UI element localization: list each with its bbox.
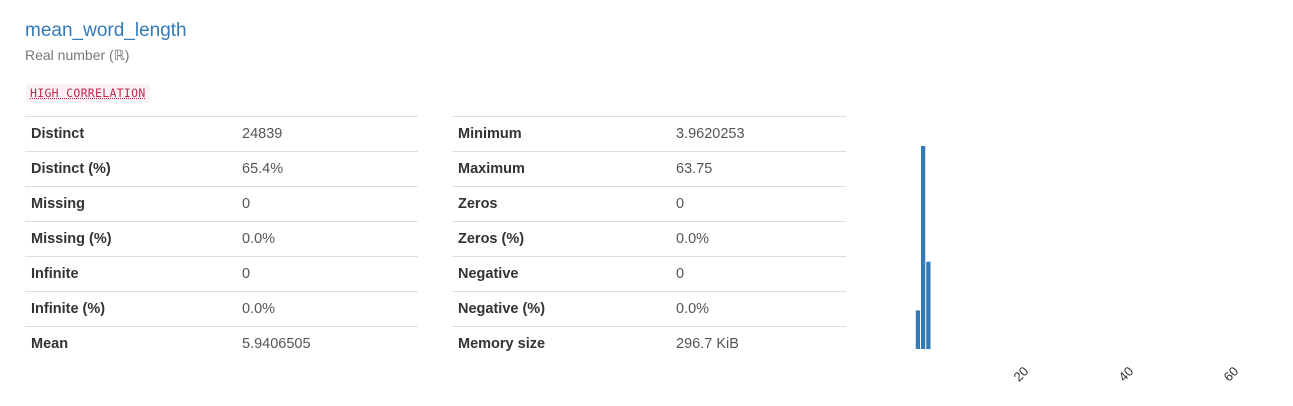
- table-row: Memory size 296.7 KiB: [452, 326, 846, 361]
- stat-value: 0: [236, 256, 418, 292]
- stat-value: 24839: [236, 116, 418, 152]
- stat-label: Missing (%): [25, 221, 236, 257]
- table-row: Zeros 0: [452, 186, 846, 222]
- table-row: Minimum 3.9620253: [452, 116, 846, 152]
- histogram-chart: 20 40 60: [880, 110, 1280, 406]
- stat-label: Zeros (%): [452, 221, 670, 257]
- stat-label: Negative: [452, 256, 670, 292]
- stat-label: Missing: [25, 186, 236, 222]
- stat-label: Negative (%): [452, 291, 670, 327]
- stat-label: Infinite (%): [25, 291, 236, 327]
- table-row: Infinite (%) 0.0%: [25, 291, 418, 327]
- stat-label: Memory size: [452, 326, 670, 361]
- stats-table-left: Distinct 24839 Distinct (%) 65.4% Missin…: [25, 116, 418, 361]
- stat-value: 0: [236, 186, 418, 222]
- table-row: Distinct (%) 65.4%: [25, 151, 418, 187]
- histogram-bar: [921, 146, 926, 349]
- stat-value: 296.7 KiB: [670, 326, 846, 361]
- stat-label: Infinite: [25, 256, 236, 292]
- stat-value: 0: [670, 256, 846, 292]
- histogram-bar: [915, 310, 920, 349]
- stat-value: 63.75: [670, 151, 846, 187]
- x-tick-label: 40: [1116, 364, 1137, 385]
- stat-value: 0.0%: [670, 291, 846, 327]
- stat-value: 3.9620253: [670, 116, 846, 152]
- table-row: Infinite 0: [25, 256, 418, 292]
- stat-label: Maximum: [452, 151, 670, 187]
- stat-value: 0.0%: [236, 291, 418, 327]
- stat-value: 0.0%: [670, 221, 846, 257]
- stat-value: 0: [670, 186, 846, 222]
- histogram-bar: [926, 261, 931, 349]
- table-row: Zeros (%) 0.0%: [452, 221, 846, 257]
- stat-value: 0.0%: [236, 221, 418, 257]
- table-row: Missing (%) 0.0%: [25, 221, 418, 257]
- high-correlation-badge[interactable]: HIGH CORRELATION: [26, 84, 150, 103]
- stat-value: 65.4%: [236, 151, 418, 187]
- table-row: Mean 5.9406505: [25, 326, 418, 361]
- stat-label: Zeros: [452, 186, 670, 222]
- variable-title: mean_word_length: [25, 20, 187, 41]
- x-tick-label: 60: [1221, 364, 1242, 385]
- stat-value: 5.9406505: [236, 326, 418, 361]
- table-row: Negative 0: [452, 256, 846, 292]
- table-row: Negative (%) 0.0%: [452, 291, 846, 327]
- variable-type: Real number (ℝ): [25, 47, 130, 63]
- table-row: Maximum 63.75: [452, 151, 846, 187]
- stats-table-right: Minimum 3.9620253 Maximum 63.75 Zeros 0 …: [452, 116, 846, 361]
- table-row: Distinct 24839: [25, 116, 418, 152]
- stat-label: Distinct (%): [25, 151, 236, 187]
- x-tick-label: 20: [1011, 364, 1032, 385]
- stat-label: Distinct: [25, 116, 236, 152]
- histogram-svg: 20 40 60: [915, 146, 1242, 385]
- table-row: Missing 0: [25, 186, 418, 222]
- stat-label: Mean: [25, 326, 236, 361]
- stat-label: Minimum: [452, 116, 670, 152]
